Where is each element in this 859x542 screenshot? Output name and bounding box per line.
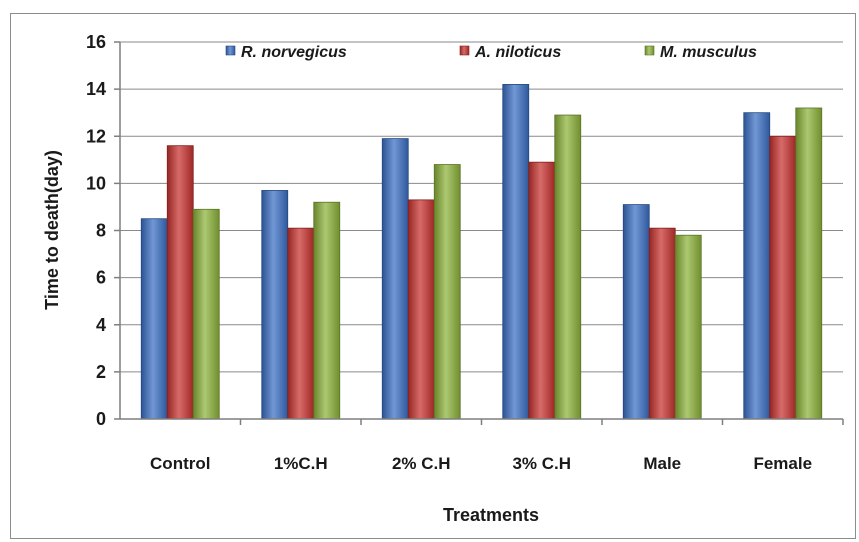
bar-a-niloticus-3 bbox=[528, 161, 556, 420]
bar-r-norvegicus-1 bbox=[261, 190, 289, 420]
bar-r-norvegicus-5 bbox=[743, 112, 771, 420]
y-tick-label: 14 bbox=[86, 79, 106, 99]
y-tick-label: 16 bbox=[86, 32, 106, 52]
bar-a-niloticus-2 bbox=[407, 199, 435, 420]
y-axis-title: Time to death(day) bbox=[42, 150, 62, 310]
bar-a-niloticus-1 bbox=[287, 227, 315, 420]
legend-swatch bbox=[644, 45, 655, 56]
x-axis-title: Treatments bbox=[443, 505, 539, 525]
bar-m-musculus-2 bbox=[433, 164, 461, 420]
bar-a-niloticus-5 bbox=[769, 135, 797, 420]
x-category-label: Control bbox=[150, 454, 210, 473]
legend-label: A. niloticus bbox=[474, 44, 561, 61]
bar-m-musculus-5 bbox=[795, 107, 823, 420]
legend-label: R. norvegicus bbox=[241, 44, 347, 61]
x-category-label: 1%C.H bbox=[274, 454, 328, 473]
y-tick-label: 6 bbox=[96, 268, 106, 288]
x-category-label: 3% C.H bbox=[512, 454, 571, 473]
y-tick-label: 4 bbox=[96, 315, 106, 335]
gridlines bbox=[120, 41, 843, 373]
y-tick-label: 12 bbox=[86, 126, 106, 146]
bar-r-norvegicus-3 bbox=[502, 84, 530, 420]
bar-m-musculus-1 bbox=[313, 201, 341, 420]
bar-r-norvegicus-2 bbox=[381, 138, 409, 420]
x-category-label: Female bbox=[753, 454, 812, 473]
x-category-label: 2% C.H bbox=[392, 454, 451, 473]
legend: R. norvegicus A. niloticus M. musculus bbox=[225, 44, 757, 61]
x-axis-categories: Control 1%C.H 2% C.H 3% C.H Male Female bbox=[150, 419, 844, 473]
bar-m-musculus-0 bbox=[192, 208, 220, 420]
bar-r-norvegicus-0 bbox=[140, 218, 168, 420]
legend-swatch bbox=[225, 45, 236, 56]
legend-label: M. musculus bbox=[660, 44, 757, 61]
bar-a-niloticus-0 bbox=[166, 145, 194, 420]
y-tick-label: 0 bbox=[96, 409, 106, 429]
x-category-label: Male bbox=[643, 454, 681, 473]
bars bbox=[140, 84, 823, 420]
y-tick-label: 8 bbox=[96, 221, 106, 241]
legend-swatch bbox=[459, 45, 470, 56]
y-tick-label: 2 bbox=[96, 362, 106, 382]
bar-m-musculus-4 bbox=[674, 234, 702, 420]
bar-r-norvegicus-4 bbox=[622, 204, 650, 420]
bar-m-musculus-3 bbox=[554, 114, 582, 420]
y-axis-ticks: 0 2 4 6 8 10 12 14 16 bbox=[86, 32, 120, 429]
bar-a-niloticus-4 bbox=[648, 227, 676, 420]
y-tick-label: 10 bbox=[86, 173, 106, 193]
